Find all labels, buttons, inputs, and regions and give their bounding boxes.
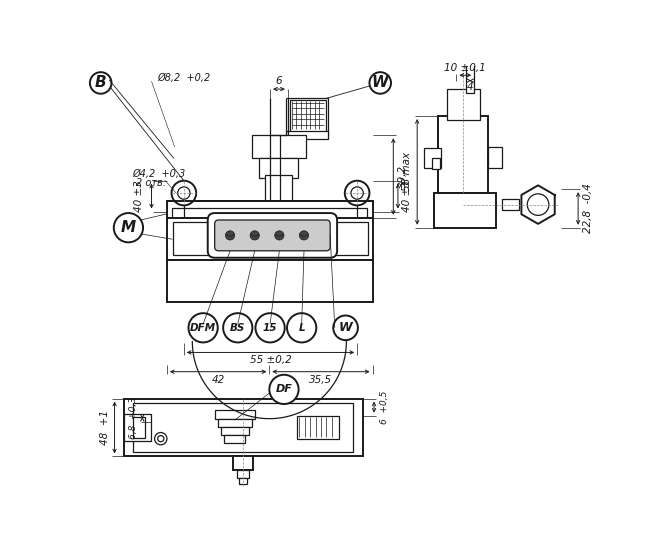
Bar bbox=[167, 218, 373, 260]
Text: 6  +0,5: 6 +0,5 bbox=[380, 390, 388, 424]
Text: 35,5: 35,5 bbox=[309, 375, 332, 385]
Bar bbox=[173, 222, 368, 255]
Circle shape bbox=[333, 316, 358, 340]
Circle shape bbox=[300, 231, 309, 240]
Text: 10 ±0,1: 10 ±0,1 bbox=[444, 63, 486, 73]
Text: 6: 6 bbox=[276, 76, 283, 86]
Text: 15: 15 bbox=[263, 323, 277, 333]
Bar bbox=[488, 147, 502, 168]
Circle shape bbox=[250, 231, 260, 240]
Circle shape bbox=[528, 194, 549, 216]
Bar bbox=[438, 116, 488, 193]
Text: M: M bbox=[121, 220, 136, 235]
Bar bbox=[502, 199, 519, 210]
Bar bbox=[432, 158, 440, 169]
Text: 42: 42 bbox=[212, 375, 225, 385]
Bar bbox=[252, 135, 306, 158]
Bar bbox=[265, 175, 292, 202]
Circle shape bbox=[225, 231, 235, 240]
Bar bbox=[288, 98, 328, 135]
Text: W: W bbox=[372, 75, 389, 90]
Circle shape bbox=[90, 72, 112, 94]
Bar bbox=[167, 201, 373, 218]
Text: 48  +1: 48 +1 bbox=[101, 410, 110, 445]
Bar bbox=[288, 131, 328, 139]
Text: 55 ±0,2: 55 ±0,2 bbox=[250, 355, 291, 365]
Text: Ø4,2  +0,3: Ø4,2 +0,3 bbox=[132, 169, 185, 179]
Text: 6,8  +0,3: 6,8 +0,3 bbox=[129, 397, 139, 439]
Bar bbox=[465, 43, 476, 54]
Circle shape bbox=[287, 313, 316, 343]
Text: BS: BS bbox=[230, 323, 246, 333]
Bar bbox=[237, 470, 249, 478]
Circle shape bbox=[223, 313, 252, 343]
Text: DF: DF bbox=[275, 384, 292, 394]
Bar bbox=[260, 158, 298, 178]
Circle shape bbox=[171, 181, 196, 205]
Bar bbox=[297, 416, 340, 439]
Circle shape bbox=[275, 231, 284, 240]
Bar bbox=[239, 478, 247, 484]
Text: 4: 4 bbox=[467, 82, 474, 92]
Circle shape bbox=[256, 313, 284, 343]
Bar bbox=[215, 410, 255, 420]
Bar bbox=[434, 193, 496, 228]
Text: 40 ±3: 40 ±3 bbox=[134, 180, 144, 212]
Text: 22,8  -0,4: 22,8 -0,4 bbox=[583, 184, 593, 233]
FancyBboxPatch shape bbox=[208, 213, 337, 258]
FancyBboxPatch shape bbox=[215, 220, 330, 251]
Circle shape bbox=[345, 181, 369, 205]
Bar bbox=[217, 420, 252, 427]
Text: W: W bbox=[339, 321, 352, 334]
Circle shape bbox=[154, 432, 167, 445]
Text: B: B bbox=[95, 75, 106, 90]
Text: 40 ±3: 40 ±3 bbox=[402, 180, 412, 212]
Text: L: L bbox=[298, 323, 305, 333]
Bar bbox=[124, 399, 363, 456]
Circle shape bbox=[189, 313, 217, 343]
Bar bbox=[124, 414, 150, 441]
Bar bbox=[447, 89, 480, 120]
Text: 2 отв.: 2 отв. bbox=[136, 178, 166, 188]
Circle shape bbox=[158, 436, 164, 442]
Bar bbox=[466, 51, 474, 93]
Circle shape bbox=[269, 375, 298, 404]
Text: DFM: DFM bbox=[190, 323, 216, 333]
Bar bbox=[172, 208, 367, 218]
Bar bbox=[133, 417, 145, 438]
Bar bbox=[233, 456, 253, 470]
Text: 39,2: 39,2 bbox=[398, 165, 408, 188]
Circle shape bbox=[351, 187, 363, 199]
Bar bbox=[290, 100, 326, 132]
Circle shape bbox=[177, 187, 190, 199]
Circle shape bbox=[369, 72, 391, 94]
Circle shape bbox=[114, 213, 143, 243]
Bar bbox=[167, 260, 373, 302]
Bar bbox=[424, 148, 441, 168]
Text: 58 max: 58 max bbox=[402, 152, 412, 191]
Bar bbox=[133, 403, 353, 452]
Bar bbox=[224, 435, 246, 443]
Text: Ø8,2  +0,2: Ø8,2 +0,2 bbox=[157, 73, 210, 82]
Bar bbox=[221, 427, 248, 435]
